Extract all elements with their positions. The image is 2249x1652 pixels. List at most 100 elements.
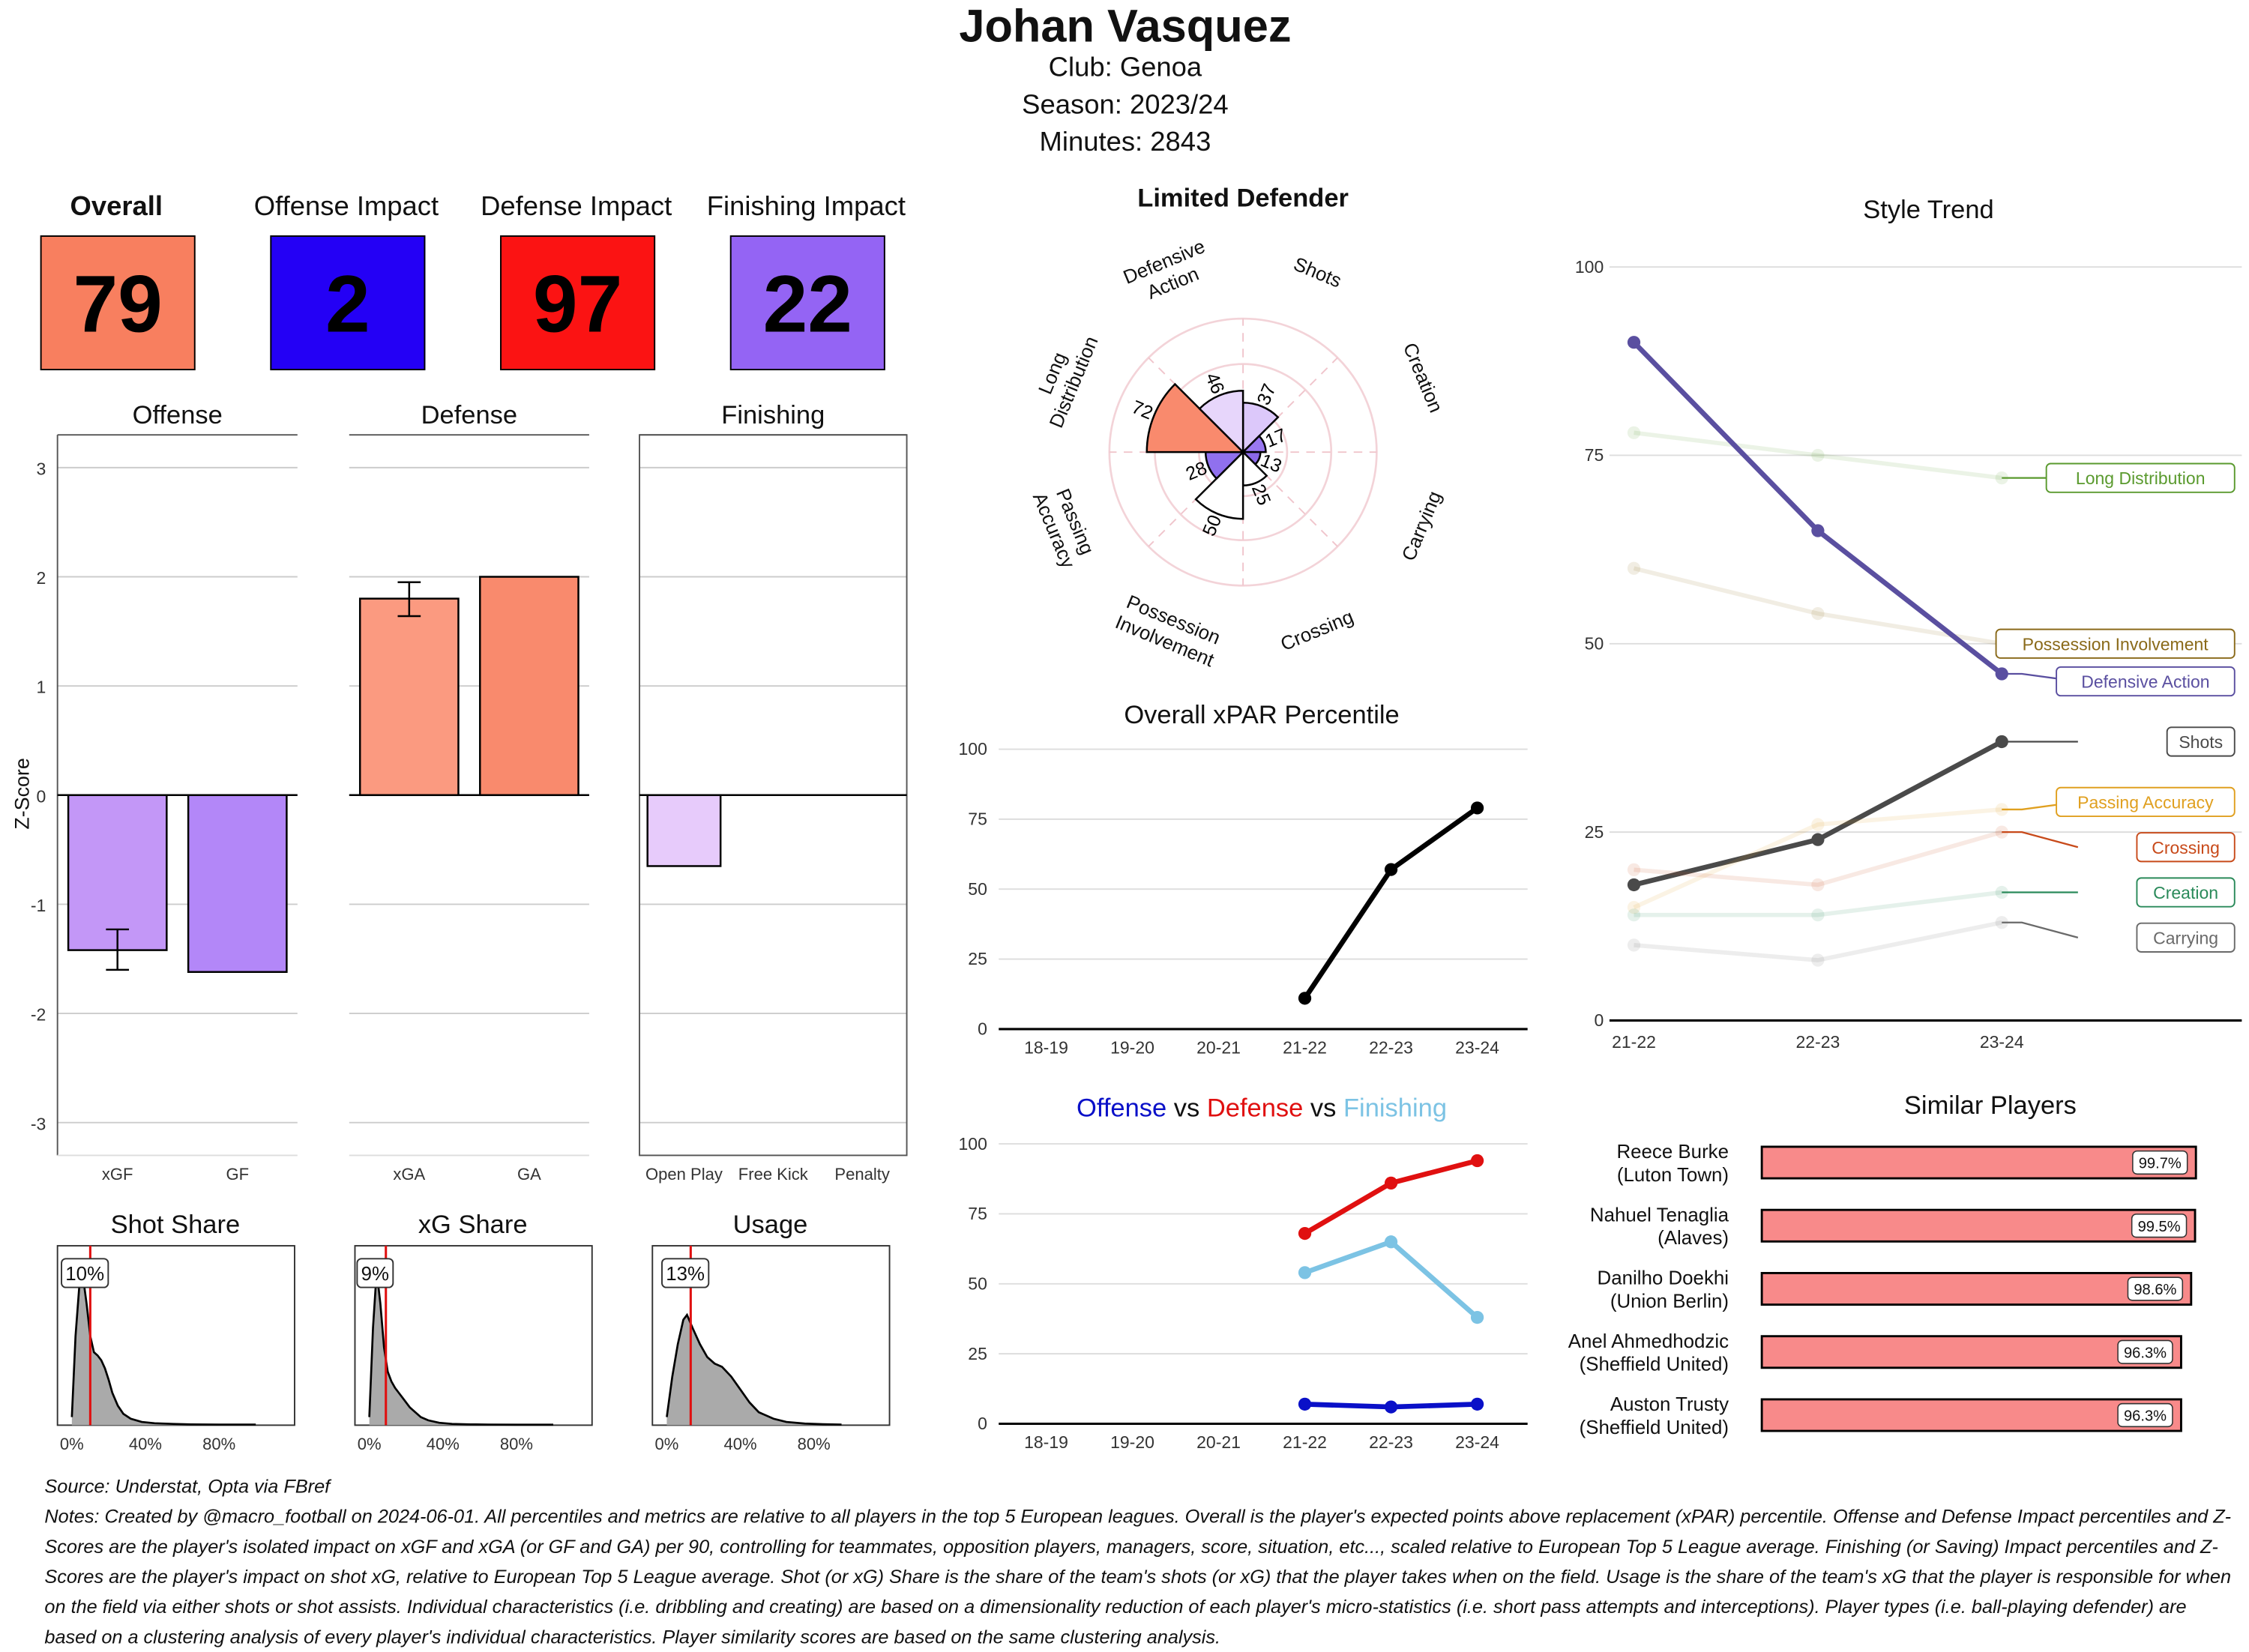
style-point	[1627, 908, 1641, 922]
style-point	[1995, 803, 2008, 816]
series-point	[1470, 1397, 1484, 1411]
x-tick-label: 40%	[724, 1435, 757, 1453]
zscore-chart: 3 2 1 0 -1 -2 -3 Offense xGF GF Defense xGA GA Finish…	[31, 401, 908, 1184]
marker-label: 10%	[65, 1264, 104, 1285]
marker-label: 9%	[361, 1264, 389, 1285]
source-text: Source: Understat, Opta via FBref	[44, 1475, 331, 1498]
style-point	[1995, 667, 2008, 681]
offense-impact-value: 2	[325, 257, 370, 349]
season-line: Season: 2023/24	[838, 91, 1413, 122]
season-value: 2023/24	[1129, 90, 1229, 121]
density-area	[369, 1270, 554, 1426]
x-tick-label: 21-22	[1612, 1032, 1656, 1052]
series-label-box	[2166, 726, 2236, 757]
x-tick-label: 23-24	[1455, 1037, 1499, 1057]
finishing-impact-card: 22	[729, 235, 885, 371]
style-point	[1995, 885, 2008, 899]
minutes-value: 2843	[1150, 127, 1211, 158]
density-title: Usage	[733, 1211, 808, 1239]
minutes-line: Minutes: 2843	[838, 127, 1413, 159]
style-title: Style Trend	[1863, 196, 1993, 224]
style-line	[1633, 566, 2002, 646]
density-curve	[70, 1275, 256, 1426]
series-label: Crossing	[2152, 838, 2220, 857]
overall-card: 79	[40, 235, 196, 371]
series-label: Long Distribution	[2076, 468, 2206, 488]
y-tick-label: 3	[37, 459, 46, 478]
label-connector	[2002, 830, 2079, 848]
radar-wedge	[1145, 382, 1246, 453]
y-tick-label: 50	[1585, 633, 1604, 653]
category-label: GA	[517, 1165, 541, 1184]
player-name: Johan Vasquez	[959, 0, 1292, 52]
radar-category-label: Shots	[1290, 253, 1344, 292]
y-tick-label: 25	[968, 949, 987, 968]
marker-label-box	[661, 1258, 710, 1288]
similar-label-box	[2131, 1214, 2188, 1238]
x-tick-label: 18-19	[1024, 1037, 1068, 1057]
radar-wedge	[1194, 450, 1244, 520]
style-line	[1634, 830, 2003, 887]
y-tick-label: 0	[37, 786, 46, 806]
ovd-title-part: Offense	[1077, 1094, 1166, 1123]
z-bar	[187, 794, 288, 973]
y-tick-label: 50	[968, 879, 987, 899]
panel-title: Defense	[421, 401, 517, 429]
x-tick-label: 22-23	[1795, 1032, 1840, 1052]
style-point	[1811, 953, 1825, 967]
series-label-box	[1995, 628, 2236, 659]
series-point	[1470, 1154, 1484, 1168]
xg-share-chart: xG Share 9% 0% 40% 80%	[354, 1211, 593, 1453]
category-label: xGF	[102, 1165, 133, 1184]
overall-card-label: Overall	[70, 192, 163, 223]
series-point	[1470, 801, 1484, 815]
similar-label: 96.3%	[2124, 1408, 2167, 1425]
x-tick-label: 20-21	[1196, 1037, 1241, 1057]
finishing-impact-label: Finishing Impact	[706, 192, 906, 223]
density-area	[666, 1315, 842, 1426]
marker-label-box	[61, 1258, 109, 1288]
y-tick-label: 75	[968, 810, 987, 829]
style-point	[1995, 735, 2008, 749]
x-tick-label: 19-20	[1110, 1432, 1154, 1452]
similar-title: Similar Players	[1904, 1091, 2077, 1120]
x-tick-label: 19-20	[1110, 1037, 1154, 1057]
radar-wedge	[1198, 390, 1244, 455]
offense-impact-card: 2	[270, 235, 426, 371]
style-point	[1811, 833, 1825, 846]
category-label: GF	[226, 1165, 249, 1184]
x-tick-label: 23-24	[1980, 1032, 2024, 1052]
x-tick-label: 23-24	[1455, 1432, 1499, 1452]
y-tick-label: -3	[31, 1114, 46, 1133]
finishing-impact-value: 22	[762, 257, 852, 349]
ovd-chart: Offense vs Defense vs Finishing 100 75 50 25…	[959, 1094, 1528, 1452]
player-club: (Alaves)	[1658, 1228, 1729, 1249]
x-tick-label: 20-21	[1196, 1432, 1241, 1452]
ovd-title-part: Finishing	[1343, 1094, 1447, 1123]
x-tick-label: 80%	[798, 1435, 831, 1453]
similar-label-box	[2132, 1150, 2188, 1175]
style-point	[1627, 426, 1641, 439]
y-tick-label: 25	[968, 1344, 987, 1363]
y-tick-label: 1	[37, 678, 46, 697]
style-point	[1995, 471, 2008, 485]
series-line	[1303, 1158, 1478, 1236]
defense-impact-label: Defense Impact	[481, 192, 672, 223]
series-label-box	[2056, 666, 2236, 697]
season-label: Season:	[1022, 90, 1122, 121]
radar-wedge	[1241, 434, 1267, 453]
similar-label: 96.3%	[2124, 1345, 2167, 1361]
y-tick-label: 0	[1594, 1010, 1604, 1030]
xpar-chart: Overall xPAR Percentile 100 75 50 25 0 18-19 19…	[959, 701, 1528, 1057]
player-name: Danilho Doekhi	[1598, 1268, 1729, 1289]
minutes-label: Minutes:	[1039, 127, 1143, 158]
x-tick-label: 40%	[427, 1435, 460, 1453]
similar-players-chart: Similar Players Reece Burke(Luton Town) 99…	[1568, 1091, 2197, 1438]
category-label: Penalty	[834, 1165, 889, 1184]
series-label-box	[2045, 462, 2236, 493]
x-tick-label: 0%	[60, 1435, 84, 1453]
y-tick-label: 2	[37, 568, 46, 588]
style-point	[1995, 825, 2008, 839]
shot-share-chart: Shot Share 10% 0% 40% 80%	[56, 1211, 295, 1453]
